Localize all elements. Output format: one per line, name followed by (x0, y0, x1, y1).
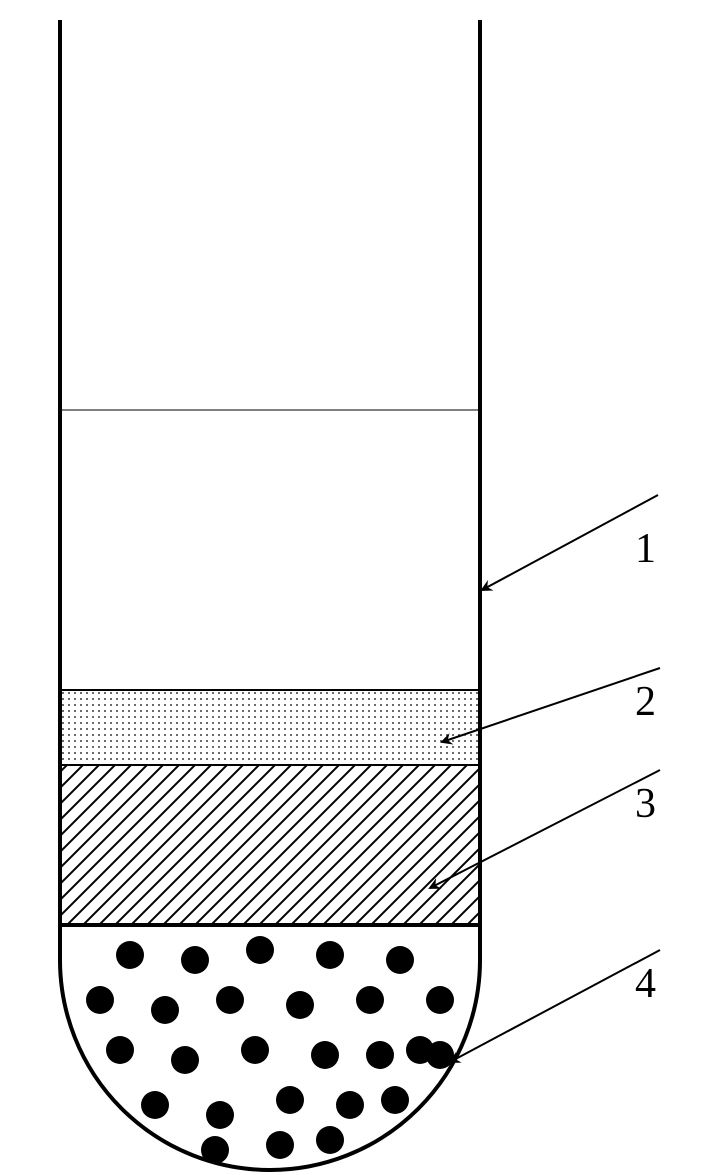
particle-dot (106, 1036, 134, 1064)
particle-dot (206, 1101, 234, 1129)
label-1: 1 (635, 525, 656, 573)
particle-dot (311, 1041, 339, 1069)
particle-dot (151, 996, 179, 1024)
particle-dot (116, 941, 144, 969)
particle-dot (86, 986, 114, 1014)
label-2: 2 (635, 678, 656, 726)
label-4: 4 (635, 960, 656, 1008)
layer-3 (60, 765, 480, 925)
particle-dot (141, 1091, 169, 1119)
leader-line-1 (482, 495, 658, 590)
test-tube-diagram (0, 0, 708, 1175)
particle-dot (356, 986, 384, 1014)
particle-dot (246, 936, 274, 964)
particle-dot (336, 1091, 364, 1119)
particle-dot (386, 946, 414, 974)
particle-dot (241, 1036, 269, 1064)
particle-dot (276, 1086, 304, 1114)
particle-dot (316, 941, 344, 969)
label-3: 3 (635, 780, 656, 828)
layer-1 (60, 410, 480, 690)
particle-dot (426, 986, 454, 1014)
particle-dot (366, 1041, 394, 1069)
particle-dot (266, 1131, 294, 1159)
particle-dot (316, 1126, 344, 1154)
particle-dot (181, 946, 209, 974)
particle-dot (171, 1046, 199, 1074)
particle-dot (216, 986, 244, 1014)
particle-dot (381, 1086, 409, 1114)
layer-2 (60, 690, 480, 765)
particle-dot (286, 991, 314, 1019)
